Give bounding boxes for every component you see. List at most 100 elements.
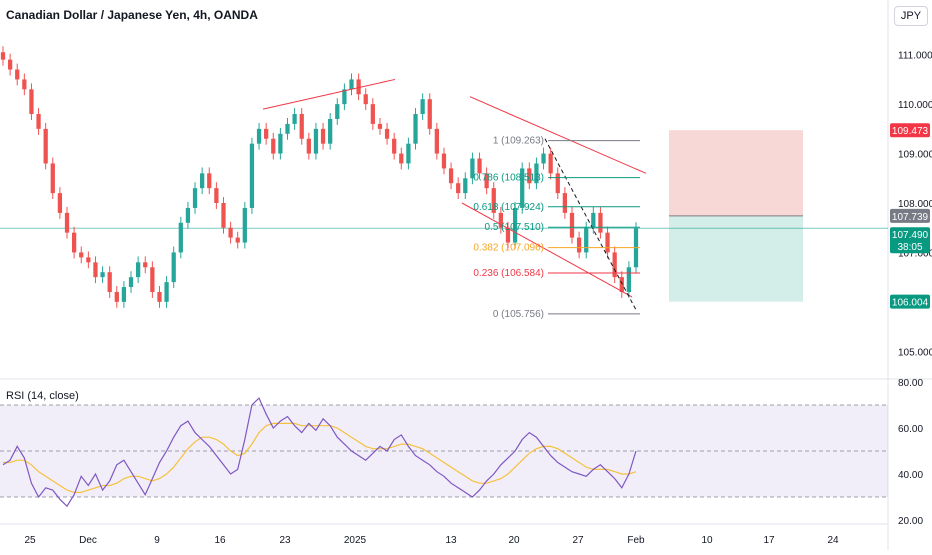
candle-body [214, 188, 219, 203]
price-tick-label: 111.000 [898, 51, 932, 62]
candle-body [256, 128, 262, 144]
candle-body [228, 227, 233, 238]
candle-body [320, 128, 326, 144]
candle-body [192, 188, 198, 208]
price-tick-label: 110.000 [898, 100, 932, 111]
candle-body [619, 277, 624, 292]
price-tick-label: 109.000 [898, 150, 932, 161]
candle-body [22, 79, 27, 90]
candle-body [0, 52, 6, 60]
candle-body [221, 203, 226, 228]
rsi-tick-label: 80.00 [898, 378, 923, 389]
candle-body [249, 143, 255, 208]
candle-body [171, 252, 176, 283]
channel-lower-line [461, 202, 633, 298]
take-profit-zone [669, 215, 803, 302]
candle-body [200, 173, 205, 189]
candle-body [299, 114, 304, 139]
candle-body [448, 168, 454, 184]
candle-body [598, 212, 603, 233]
axis-price-label-bg [890, 227, 930, 254]
candle-body [555, 173, 560, 194]
price-tick-label: 105.000 [898, 347, 932, 358]
rsi-label: RSI (14, close) [6, 390, 79, 402]
candle-body [427, 99, 432, 129]
resistance-trend-line [262, 78, 396, 110]
candle-body [569, 212, 575, 238]
channel-upper-line [469, 96, 647, 174]
candle-body [150, 267, 155, 292]
candle-body [128, 277, 134, 288]
candle-body [399, 153, 404, 164]
candle-body [43, 128, 48, 164]
candle-body [306, 138, 311, 154]
time-tick-label: 17 [763, 535, 775, 546]
price-tick-label: 107.000 [898, 248, 932, 259]
time-tick-label: 23 [279, 535, 291, 546]
time-tick-label: Feb [627, 535, 645, 546]
candle-body [71, 232, 77, 253]
candle-body [313, 128, 319, 154]
candle-body [626, 267, 632, 292]
candle-body [278, 133, 283, 154]
time-tick-label: 27 [572, 535, 584, 546]
candle-body [57, 193, 63, 213]
candle-body [342, 89, 347, 105]
candle-body [505, 227, 511, 243]
candle-body [50, 163, 55, 194]
time-tick-label: Dec [79, 535, 97, 546]
candle-body [477, 158, 482, 174]
candle-body [136, 262, 141, 278]
candle-body [534, 163, 539, 184]
candle-body [100, 272, 105, 278]
candle-body [349, 79, 354, 90]
candle-body [498, 212, 503, 228]
candle-body [86, 257, 91, 263]
candle-body [107, 272, 112, 292]
axis-price-label-bg [890, 123, 930, 138]
candle-body [79, 252, 84, 258]
candle-body [370, 104, 375, 124]
candle-body [363, 94, 368, 105]
candle-body [377, 123, 383, 129]
rsi-tick-label: 60.00 [898, 424, 923, 435]
candle-body [541, 153, 546, 164]
rsi-tick-label: 40.00 [898, 470, 923, 481]
candle-body [463, 178, 468, 194]
currency-button[interactable]: JPY [894, 6, 928, 26]
fib-diagonal-line [544, 138, 638, 312]
candle-body [420, 99, 425, 115]
candle-body [235, 237, 240, 243]
candle-body [157, 291, 162, 302]
candle-body [605, 232, 610, 253]
candle-body [185, 207, 191, 223]
candle-body [456, 183, 461, 194]
candle-body [36, 114, 41, 129]
candle-body [328, 118, 333, 144]
fib-level-label: 0.5 (107.510) [485, 222, 545, 233]
axis-price-label-bg [890, 294, 930, 309]
axis-price-label-bg [890, 208, 930, 223]
candle-body [242, 207, 247, 243]
fib-level-label: 0.786 (108.513) [473, 173, 544, 184]
candle-body [114, 291, 119, 302]
candles-group [0, 46, 639, 308]
time-tick-label: 20 [508, 535, 520, 546]
candle-body [7, 59, 13, 70]
candle-body [441, 153, 447, 169]
candle-body [576, 237, 582, 253]
time-tick-label: 13 [445, 535, 457, 546]
rsi-line [2, 397, 637, 508]
time-tick-label: 10 [701, 535, 713, 546]
candle-body [121, 287, 127, 302]
candle-body [520, 168, 525, 208]
candle-body [264, 128, 269, 139]
candle-body [335, 104, 340, 119]
fib-level-label: 1 (109.263) [493, 136, 544, 147]
axis-price-label: 107.490 [892, 230, 929, 241]
candle-body [207, 173, 212, 189]
price-tick-label: 108.000 [898, 199, 932, 210]
axis-price-label: 107.739 [892, 212, 929, 223]
